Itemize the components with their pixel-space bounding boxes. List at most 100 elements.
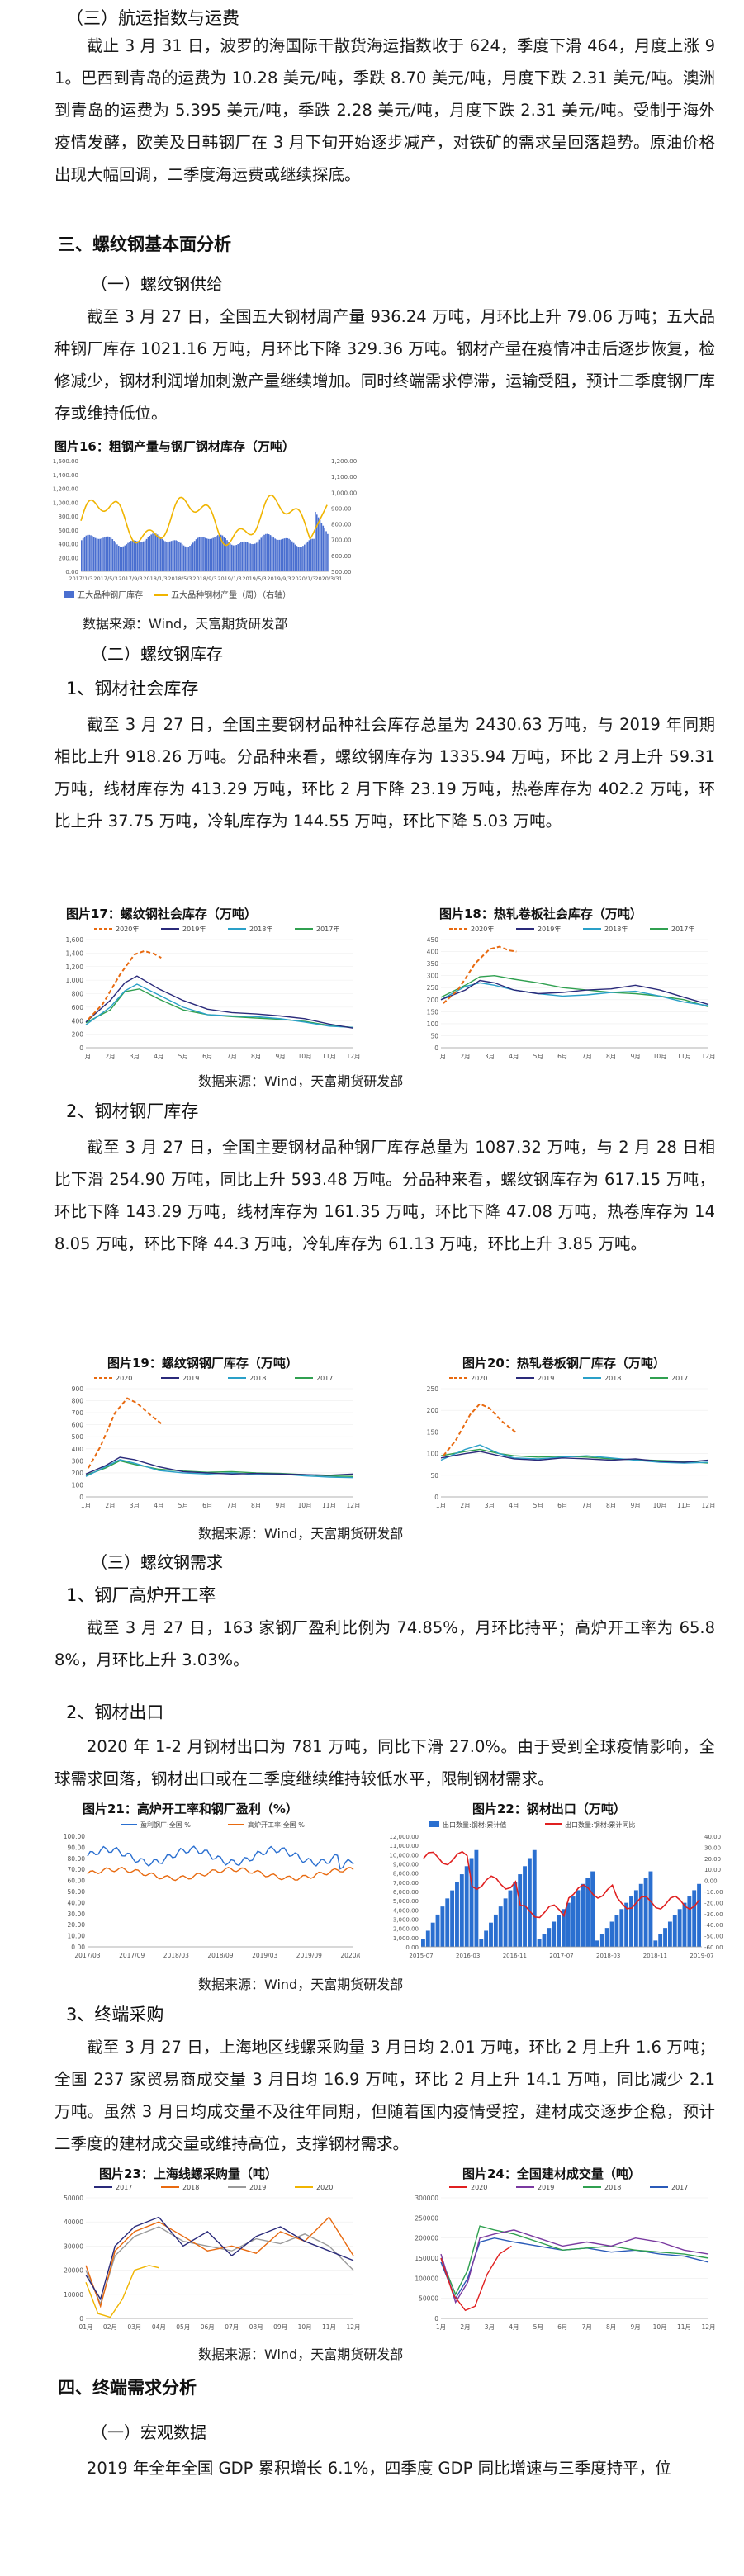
x-tick-label: 12月 xyxy=(701,1053,715,1060)
y-tick-label: 90.00 xyxy=(68,1844,86,1851)
x-tick-label: 3月 xyxy=(485,2323,495,2331)
y-tick-label: 0 xyxy=(434,2315,438,2323)
figure-16-bar xyxy=(214,537,216,571)
x-tick-label: 2月 xyxy=(105,1053,115,1060)
figure-16-bar xyxy=(271,536,273,571)
x-tick-label: 2017-07 xyxy=(549,1953,573,1959)
figure-16-bar xyxy=(262,536,263,571)
x-tick-label: 11月 xyxy=(322,1053,336,1060)
figure-23-24-source: 数据来源：Wind，天富期货研发部 xyxy=(198,2346,404,2362)
legend-label: 2019 xyxy=(182,1375,199,1382)
x-tick-label: 09月 xyxy=(273,2323,287,2331)
figure-22-bar xyxy=(503,1898,508,1947)
figure-16-bar xyxy=(195,539,197,571)
legend-label: 2020 xyxy=(316,2184,333,2191)
figure-16-bar xyxy=(138,542,140,571)
figure-16-bar xyxy=(316,514,318,571)
x-tick-label: 2018/5/3 xyxy=(168,575,192,582)
figure-16-title: 图片16：粗钢产量与钢厂钢材库存（万吨） xyxy=(54,439,295,454)
x-tick-label: 9月 xyxy=(630,2323,640,2331)
figure-16-bar xyxy=(101,538,102,571)
figure-16-bar xyxy=(106,536,107,571)
figure-22-bar xyxy=(425,1930,430,1947)
x-tick-label: 3月 xyxy=(130,1502,140,1509)
figure-16-bar xyxy=(184,546,187,571)
legend-label: 2017年 xyxy=(316,925,339,933)
x-tick-label: 06月 xyxy=(201,2323,215,2331)
x-tick-label: 02月 xyxy=(103,2323,117,2331)
y-tick-label: 1,600.00 xyxy=(53,458,78,465)
x-tick-label: 12月 xyxy=(346,1053,360,1060)
figure-16-bar xyxy=(305,542,307,571)
figure-16-bar xyxy=(166,542,168,571)
legend-label: 2020 xyxy=(471,1375,487,1382)
x-tick-label: 05月 xyxy=(176,2323,190,2331)
legend-label: 盈利钢厂:全国 % xyxy=(140,1821,191,1829)
legend-label: 2018 xyxy=(604,1375,621,1382)
figure-18-svg: 2020年 2019年 2018年 2017年 450 400 350 300 250 200 15… xyxy=(427,925,715,1060)
figure-21-title: 图片21：高炉开工率和钢厂盈利（%） xyxy=(83,1802,298,1816)
figure-16-bar xyxy=(317,517,320,571)
x-tick-label: 2019/5/3 xyxy=(242,575,266,582)
legend-label: 五大品种钢材产量（周）（右轴） xyxy=(171,591,291,600)
series-line-2019 xyxy=(440,2229,709,2304)
figure-16-bar xyxy=(144,540,146,571)
series-line-2019年 xyxy=(440,979,709,1006)
y-tick-label: 500 xyxy=(72,1433,84,1441)
figure-22-bar xyxy=(489,1922,493,1947)
paragraph-macro: 2019 年全年全国 GDP 累积增长 6.1%，四季度 GDP 同比增速与三季… xyxy=(87,2459,671,2478)
y-tick-label: 600 xyxy=(72,1422,84,1429)
y-tick-label: 150 xyxy=(427,1008,439,1016)
figure-22-bar xyxy=(474,1849,479,1947)
x-tick-label: 3月 xyxy=(485,1502,495,1509)
y-tick-label: 1,400.00 xyxy=(53,472,78,479)
figure-16-bar xyxy=(141,542,143,571)
figure-21-svg: 100.00 90.00 80.00 70.00 60.00 50.00 40.00 30.0… xyxy=(64,1821,360,1959)
y-tick-label: 70.00 xyxy=(68,1866,86,1873)
y-tick-label: 50 xyxy=(430,1472,438,1480)
figure-16-bar xyxy=(192,542,194,571)
figure-22-bar xyxy=(677,1909,682,1947)
figure-22-bar xyxy=(445,1898,450,1947)
y-tick-label: 10.00 xyxy=(68,1933,86,1940)
figure-16-bar xyxy=(302,546,304,571)
figure-16-bar xyxy=(197,537,199,571)
y-tick-label: 400 xyxy=(72,1017,84,1025)
figure-16-bar xyxy=(150,534,152,571)
figure-24-svg: 2020 2019 2018 2017 300000 250000 200000 150000… xyxy=(415,2184,715,2331)
figure-16-legend: 五大品种钢厂库存 五大品种钢材产量（周）（右轴） xyxy=(64,588,291,600)
x-tick-label: 11月 xyxy=(322,2323,336,2331)
paragraph-shipping: 截止 3 月 31 日，波罗的海国际干散货海运指数收于 624，季度下滑 464… xyxy=(54,36,715,184)
x-tick-label: 10月 xyxy=(653,1502,667,1509)
y-tick-label: 1,000 xyxy=(66,977,84,984)
figure-16-bar xyxy=(113,541,115,571)
y-tick-label: 8,000.00 xyxy=(393,1871,419,1878)
x-tick-label: 2月 xyxy=(460,1053,470,1060)
figure-16-bar xyxy=(191,544,192,571)
figure-16-bar xyxy=(319,520,321,571)
figure-22-bar xyxy=(672,1915,677,1947)
series-line-2018 xyxy=(440,2225,709,2296)
figure-16-bar xyxy=(248,542,250,571)
figure-22-bar xyxy=(595,1940,599,1947)
figure-16-bar xyxy=(207,538,210,571)
x-tick-label: 2017/9/3 xyxy=(118,575,142,582)
item-title-export: 2、钢材出口 xyxy=(66,1702,164,1722)
figure-22-bar xyxy=(667,1921,672,1947)
x-tick-label: 9月 xyxy=(275,1053,285,1060)
series-line-2020 xyxy=(88,1397,162,1469)
x-tick-label: 12月 xyxy=(346,2323,360,2331)
x-tick-label: 2018/03 xyxy=(163,1952,189,1959)
y-tick-label: 0 xyxy=(434,1044,438,1052)
x-tick-label: 6月 xyxy=(202,1053,212,1060)
y-tick-label: 11,000.00 xyxy=(389,1843,419,1849)
x-tick-label: 2017/5/3 xyxy=(93,575,117,582)
figure-16-bar xyxy=(173,540,176,571)
figure-16-bar xyxy=(175,540,177,571)
series-line-utilization xyxy=(87,1867,354,1882)
figure-16-bar xyxy=(306,541,309,571)
legend-label: 2020年 xyxy=(471,925,494,933)
figure-16-bar xyxy=(156,534,159,571)
y-tick-label: 60.00 xyxy=(68,1878,86,1885)
figure-16-bar xyxy=(82,538,84,571)
